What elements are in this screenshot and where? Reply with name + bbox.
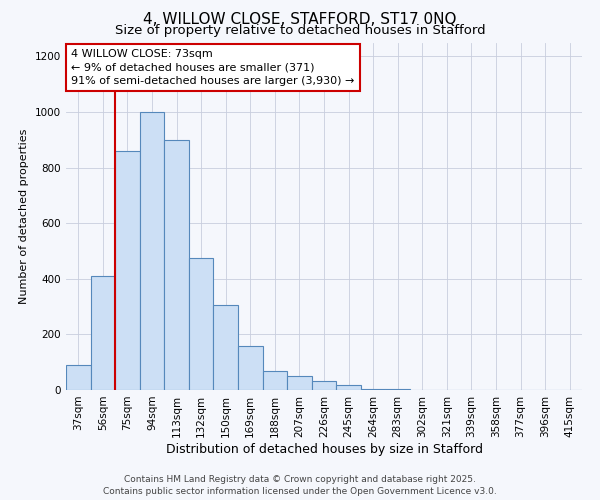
Text: Size of property relative to detached houses in Stafford: Size of property relative to detached ho… bbox=[115, 24, 485, 37]
Bar bbox=[140, 112, 164, 390]
Bar bbox=[164, 140, 189, 390]
Y-axis label: Number of detached properties: Number of detached properties bbox=[19, 128, 29, 304]
Bar bbox=[189, 258, 214, 390]
Bar bbox=[287, 376, 312, 390]
Bar bbox=[361, 388, 385, 390]
Bar bbox=[91, 276, 115, 390]
Bar bbox=[312, 381, 336, 390]
Bar bbox=[336, 385, 361, 390]
Bar bbox=[214, 305, 238, 390]
X-axis label: Distribution of detached houses by size in Stafford: Distribution of detached houses by size … bbox=[166, 442, 482, 456]
Text: Contains HM Land Registry data © Crown copyright and database right 2025.
Contai: Contains HM Land Registry data © Crown c… bbox=[103, 474, 497, 496]
Text: 4 WILLOW CLOSE: 73sqm
← 9% of detached houses are smaller (371)
91% of semi-deta: 4 WILLOW CLOSE: 73sqm ← 9% of detached h… bbox=[71, 50, 355, 86]
Text: 4, WILLOW CLOSE, STAFFORD, ST17 0NQ: 4, WILLOW CLOSE, STAFFORD, ST17 0NQ bbox=[143, 12, 457, 28]
Bar bbox=[263, 370, 287, 390]
Bar bbox=[238, 346, 263, 390]
Bar bbox=[66, 365, 91, 390]
Bar bbox=[115, 151, 140, 390]
